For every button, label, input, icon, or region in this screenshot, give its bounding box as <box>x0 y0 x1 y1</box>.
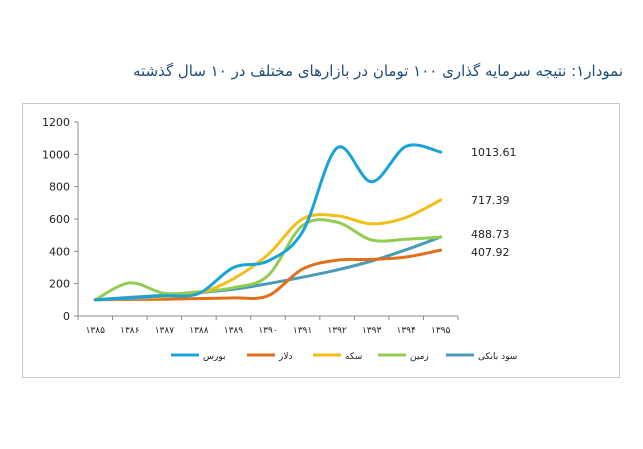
series-end-label: 488.73 <box>471 228 510 241</box>
y-tick-label: 200 <box>49 278 70 291</box>
y-tick-label: 1000 <box>42 148 70 161</box>
series-line <box>93 143 443 302</box>
x-tick-label: ۱۳۹۳ <box>362 326 382 336</box>
x-tick-label: ۱۳۸۹ <box>224 326 244 336</box>
chart-frame: 0 200 400 600 800 1000 1200 ۱۳۸۵ ۱۳۸۶ ۱۳۸۷ ۱۳۸۸ ۱۳۸… <box>22 103 620 378</box>
line-chart: 0 200 400 600 800 1000 1200 ۱۳۸۵ ۱۳۸۶ ۱۳۸۷ ۱۳۸۸ ۱۳۸… <box>42 116 517 362</box>
series-line <box>93 248 443 302</box>
x-tick-label: ۱۳۹۰ <box>258 326 277 336</box>
series-end-label: 1013.61 <box>471 146 517 159</box>
series-end-label: 407.92 <box>471 246 510 259</box>
series-line <box>93 235 443 302</box>
x-tick-label: ۱۳۹۴ <box>397 326 417 336</box>
legend-label: زمین <box>410 352 429 362</box>
x-tick-label: ۱۳۸۷ <box>155 326 175 336</box>
x-tick-label: ۱۳۹۱ <box>293 326 312 336</box>
series-end-label: 717.39 <box>471 194 510 207</box>
y-tick-label: 600 <box>49 213 70 226</box>
x-tick-label: ۱۳۸۸ <box>189 326 209 336</box>
series-line <box>93 218 443 302</box>
x-tick-label: ۱۳۹۵ <box>431 326 451 336</box>
y-tick-label: 0 <box>63 310 70 323</box>
legend-label: سکه <box>345 352 362 362</box>
y-tick-label: 400 <box>49 245 70 258</box>
legend-label: دلار <box>278 352 293 362</box>
x-tick-label: ۱۳۸۵ <box>86 326 106 336</box>
chart-title: نمودار۱: نتیجه سرمایه گذاری ۱۰۰ تومان در… <box>132 62 623 80</box>
x-tick-label: ۱۳۸۶ <box>120 326 140 336</box>
legend-label: سود بانکی <box>478 352 517 362</box>
y-tick-label: 1200 <box>42 116 70 129</box>
x-tick-label: ۱۳۹۲ <box>327 326 347 336</box>
legend-label: بورس <box>203 352 226 362</box>
y-tick-label: 800 <box>49 181 70 194</box>
